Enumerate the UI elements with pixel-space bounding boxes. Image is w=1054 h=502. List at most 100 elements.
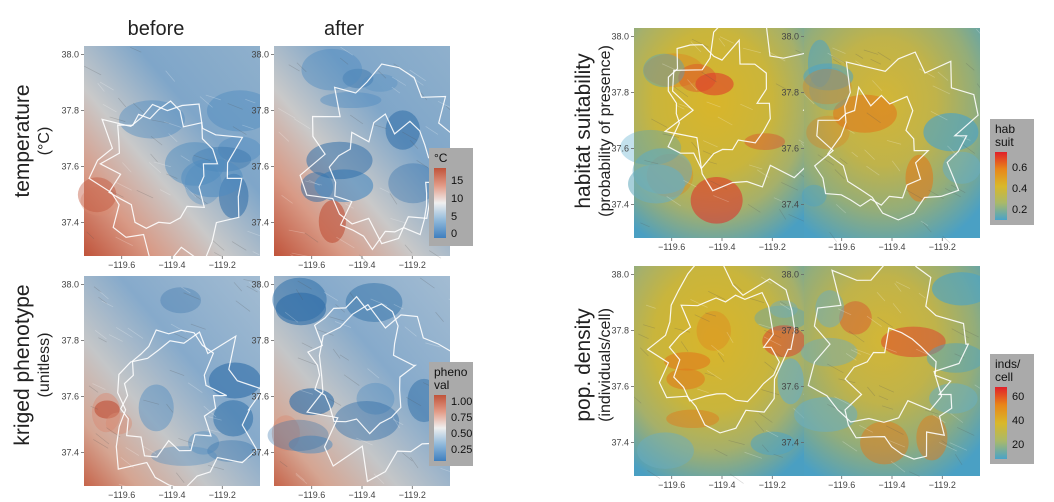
contour-line (826, 51, 979, 221)
legend-phenotype-label: 0.75 (451, 412, 473, 424)
legend-temperature-title: °C (434, 151, 448, 165)
hillshade-stroke (406, 396, 422, 407)
hillshade-stroke (872, 80, 883, 92)
x-tick-label: −119.6 (828, 242, 855, 252)
y-tick-label: 37.4 (251, 447, 269, 457)
hillshade-stroke (109, 116, 126, 122)
hillshade-stroke (773, 453, 783, 458)
hillshade-stroke (763, 336, 782, 346)
heatmap-patch (388, 163, 438, 204)
heatmap-patch (385, 110, 420, 150)
hillshade-stroke (425, 342, 441, 348)
y-tick-label: 37.4 (61, 217, 79, 227)
legend-temperature-label: 0 (451, 228, 458, 240)
y-tick-label: 38.0 (251, 49, 269, 59)
hillshade-stroke (687, 79, 698, 91)
hillshade-stroke (150, 153, 158, 163)
row-label-phenotype-title: kriged phenotype (11, 284, 34, 446)
x-tick-label: −119.6 (298, 490, 325, 500)
map-habitat-before: −119.6 −119.4 −119.2 38.0 37.8 37.6 37.4 (606, 28, 810, 254)
hillshade-stroke (157, 485, 165, 494)
hillshade-stroke (98, 337, 107, 343)
hillshade-stroke (402, 131, 418, 141)
hillshade-stroke (247, 230, 260, 237)
hillshade-stroke (756, 169, 770, 178)
hillshade-stroke (130, 46, 142, 53)
hillshade-stroke (93, 439, 109, 449)
heatmap-patch (754, 305, 809, 331)
hillshade-stroke (122, 162, 132, 173)
y-tick-label: 37.8 (251, 335, 269, 345)
hillshade-stroke (231, 241, 247, 251)
hillshade-stroke (115, 181, 132, 191)
heatmap-patch (744, 133, 786, 150)
hillshade-stroke (227, 103, 243, 110)
hillshade-stroke (827, 52, 844, 63)
contour-line (328, 113, 442, 251)
hillshade-stroke (704, 372, 715, 377)
hillshade-stroke (291, 252, 309, 257)
hillshade-stroke (214, 252, 222, 257)
hillshade-stroke (761, 444, 769, 453)
row-label-habitat-title: habitat suitability (572, 53, 595, 209)
legend-habitat-colorbar (995, 152, 1007, 220)
heatmap-patch (916, 415, 948, 461)
hillshade-stroke (906, 189, 925, 201)
hillshade-stroke (859, 425, 873, 433)
hillshade-stroke (180, 155, 190, 162)
hillshade-stroke (98, 296, 108, 304)
hillshade-stroke (882, 346, 897, 353)
hillshade-stroke (429, 250, 442, 259)
hillshade-stroke (297, 280, 312, 290)
hillshade-stroke (86, 231, 95, 240)
x-tick-label: −119.4 (348, 490, 375, 500)
hillshade-stroke (930, 110, 948, 121)
hillshade-stroke (136, 189, 154, 199)
hillshade-stroke (393, 304, 404, 310)
heatmap-patch (637, 432, 694, 469)
hillshade-stroke (638, 333, 649, 340)
hillshade-stroke (916, 348, 930, 356)
hillshade-stroke (847, 129, 855, 134)
map-density-after-svg: −119.6 −119.4 −119.2 38.0 37.8 37.6 37.4 (781, 266, 980, 490)
y-tick-label: 37.8 (781, 87, 799, 97)
x-tick-label: −119.4 (878, 242, 905, 252)
hillshade-stroke (939, 442, 957, 452)
heatmap-patch (801, 184, 827, 207)
legend-phenotype-label: 0.50 (451, 428, 473, 440)
heatmap-patch (690, 176, 743, 224)
x-tick-label: −119.6 (658, 480, 685, 490)
hillshade-stroke (733, 283, 743, 292)
hillshade-stroke (305, 180, 322, 186)
hillshade-stroke (651, 118, 668, 128)
legend-habitat-label: 0.6 (1012, 162, 1028, 174)
y-tick-label: 37.4 (251, 217, 269, 227)
row-label-density-title: pop. density (572, 308, 595, 422)
hillshade-stroke (409, 69, 426, 82)
legend-density-label: 40 (1012, 415, 1025, 427)
hillshade-stroke (932, 85, 951, 95)
hillshade-stroke (343, 374, 360, 386)
hillshade-stroke (125, 447, 140, 456)
hillshade-stroke (416, 160, 429, 168)
hillshade-stroke (409, 75, 424, 86)
hillshade-stroke (633, 396, 642, 404)
hillshade-stroke (702, 150, 712, 155)
y-tick-label: 38.0 (611, 269, 629, 279)
hillshade-stroke (97, 83, 105, 92)
hillshade-stroke (894, 283, 902, 292)
y-tick-label: 37.6 (611, 143, 629, 153)
map-phenotype-before: −119.6 −119.4 −119.2 38.0 37.8 37.6 37.4 (56, 276, 260, 502)
hillshade-stroke (370, 298, 388, 307)
x-tick-label: −119.2 (209, 490, 236, 500)
hillshade-stroke (373, 473, 385, 484)
hillshade-stroke (881, 405, 894, 410)
hillshade-stroke (764, 361, 778, 373)
heatmap-patch (794, 396, 858, 432)
hillshade-stroke (410, 456, 419, 469)
hillshade-stroke (854, 348, 871, 356)
hillshade-stroke (101, 300, 114, 308)
map-density-before-svg: −119.6 −119.4 −119.2 38.0 37.8 37.6 37.4 (611, 266, 810, 490)
hillshade-stroke (957, 427, 975, 436)
hillshade-stroke (133, 103, 145, 114)
